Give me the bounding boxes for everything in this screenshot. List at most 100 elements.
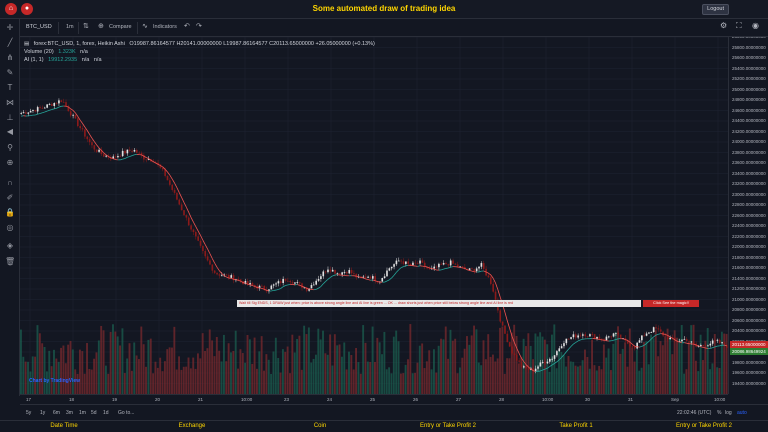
volume-label[interactable]: Volume (20) [24, 49, 54, 55]
screenshot-camera-icon[interactable]: ◉ [752, 21, 759, 30]
settings-gear-icon[interactable]: ⚙ [720, 21, 728, 30]
volume-bar [234, 330, 237, 394]
volume-bar [100, 325, 103, 394]
volume-bar [482, 340, 485, 394]
crosshair-icon[interactable]: ✛ [6, 23, 14, 32]
range-1y[interactable]: 1y [40, 410, 46, 416]
ai-line-segment [577, 339, 581, 342]
auto-toggle[interactable]: auto [737, 410, 747, 416]
zoom-in-icon[interactable]: ⊕ [6, 158, 14, 167]
ruler-icon[interactable]: ⚲ [7, 143, 13, 152]
ai-line-segment [367, 279, 371, 281]
candle-body [556, 351, 558, 356]
footer-tab-entry-tp2[interactable]: Entry or Take Profit 2 [420, 423, 476, 429]
candle-body [551, 358, 554, 360]
eye-icon[interactable]: ◎ [6, 223, 14, 232]
ai-line-segment [252, 285, 255, 287]
text-tool-icon[interactable]: T [7, 83, 13, 92]
footer-tab-tp1[interactable]: Take Profit 1 [559, 423, 593, 429]
footer-tab-date-time[interactable]: Date Time [50, 423, 78, 429]
volume-bar [343, 342, 346, 394]
ai-line-segment [280, 286, 284, 289]
candle-body [383, 276, 386, 279]
compare-button[interactable]: Compare [109, 24, 132, 30]
candle-body [440, 263, 443, 265]
trend-line-icon[interactable]: ╱ [7, 38, 13, 47]
volume-value: 1.323K [58, 49, 76, 55]
legend-title[interactable]: forex:BTC_USD, 1, forex, Heikin Ashi [33, 41, 125, 47]
trash-icon[interactable]: 🗑 [5, 257, 16, 266]
undo-icon[interactable]: ↶ [184, 23, 190, 30]
magnet-icon[interactable]: ∩ [7, 178, 13, 187]
footer-tab-coin[interactable]: Coin [313, 423, 327, 429]
price-chart[interactable] [20, 37, 728, 394]
volume-bar [602, 344, 605, 394]
volume-bar [645, 341, 648, 394]
compare-icon[interactable]: ⊕ [98, 23, 104, 30]
ai-line-segment [516, 348, 520, 354]
footer-tab-entry-tp2-b[interactable]: Entry or Take Profit 2 [676, 423, 732, 429]
range-5y[interactable]: 5y [26, 410, 32, 416]
goto-button[interactable]: Go to... [118, 410, 135, 416]
range-3m[interactable]: 3m [66, 410, 73, 416]
interval-selector[interactable]: 1m [66, 24, 74, 30]
footer-tab-exchange[interactable]: Exchange [178, 423, 206, 429]
lock-icon[interactable]: 🔒 [5, 208, 15, 217]
ai-line-segment [434, 268, 437, 271]
volume-bar [272, 351, 275, 394]
tradingview-watermark[interactable]: Chart by TradingView [29, 378, 81, 384]
candle-body [423, 262, 426, 267]
layers-icon[interactable]: ◈ [6, 241, 14, 250]
home-icon[interactable]: ⌂ [5, 3, 17, 15]
volume-bar [425, 361, 428, 394]
chart-style-icon[interactable]: ⇅ [83, 23, 89, 30]
candle-body [527, 368, 530, 370]
ai-line-segment [540, 369, 543, 372]
pattern-icon[interactable]: ⋈ [6, 98, 14, 107]
volume-bar [371, 326, 374, 394]
volume-bar [253, 337, 256, 394]
volume-bar [305, 334, 308, 394]
volume-bar [605, 357, 608, 394]
range-6m[interactable]: 6m [53, 410, 60, 416]
candle-body [565, 338, 568, 344]
see-magic-button[interactable]: Click See the magic!! [643, 300, 699, 307]
fullscreen-icon[interactable]: ⛶ [736, 21, 742, 30]
redo-icon[interactable]: ↷ [196, 23, 202, 30]
stay-drawing-icon[interactable]: ✐ [6, 193, 14, 202]
volume-bar [152, 373, 155, 394]
ai-line-segment [674, 339, 678, 342]
pitchfork-icon[interactable]: ⋔ [6, 53, 14, 62]
volume-bar [650, 334, 653, 394]
range-1m[interactable]: 1m [79, 410, 86, 416]
prediction-icon[interactable]: ⊥ [6, 113, 14, 122]
volume-bar [88, 369, 91, 394]
candle-body [371, 276, 374, 279]
range-5d[interactable]: 5d [91, 410, 97, 416]
range-1d[interactable]: 1d [103, 410, 109, 416]
arrow-back-icon[interactable]: ◀ [6, 127, 14, 136]
candle-body [362, 276, 365, 278]
indicators-icon[interactable]: ∿ [142, 23, 148, 30]
log-toggle[interactable]: log [725, 410, 732, 416]
indicators-button[interactable]: Indicators [153, 24, 177, 30]
chart-pane[interactable]: ▤ forex:BTC_USD, 1, forex, Heikin Ashi O… [20, 37, 728, 394]
volume-bar [230, 352, 232, 394]
time-axis[interactable]: 17 18 19 20 21 10:00 23 24 25 26 27 28 10:00 30 31 Sep 1… [20, 394, 728, 404]
ai-line-segment [400, 266, 404, 268]
candle-body [397, 260, 400, 262]
volume-bar [555, 368, 558, 394]
logout-button[interactable]: Logout [702, 4, 729, 15]
volume-bar [517, 363, 520, 394]
car-icon[interactable]: ● [21, 3, 33, 15]
candle-body [29, 110, 32, 113]
ai-label[interactable]: AI (1, 1) [24, 57, 44, 63]
ai-line-segment [389, 277, 392, 281]
candle-body [112, 156, 115, 159]
symbol-search[interactable]: BTC_USD [26, 24, 52, 30]
volume-bar [619, 353, 622, 394]
price-axis[interactable]: 26000.00000000 25800.00000000 25600.000000… [728, 37, 768, 394]
brush-icon[interactable]: ✎ [6, 68, 14, 77]
percent-toggle[interactable]: % [717, 410, 722, 416]
ai-line-segment [176, 187, 180, 193]
